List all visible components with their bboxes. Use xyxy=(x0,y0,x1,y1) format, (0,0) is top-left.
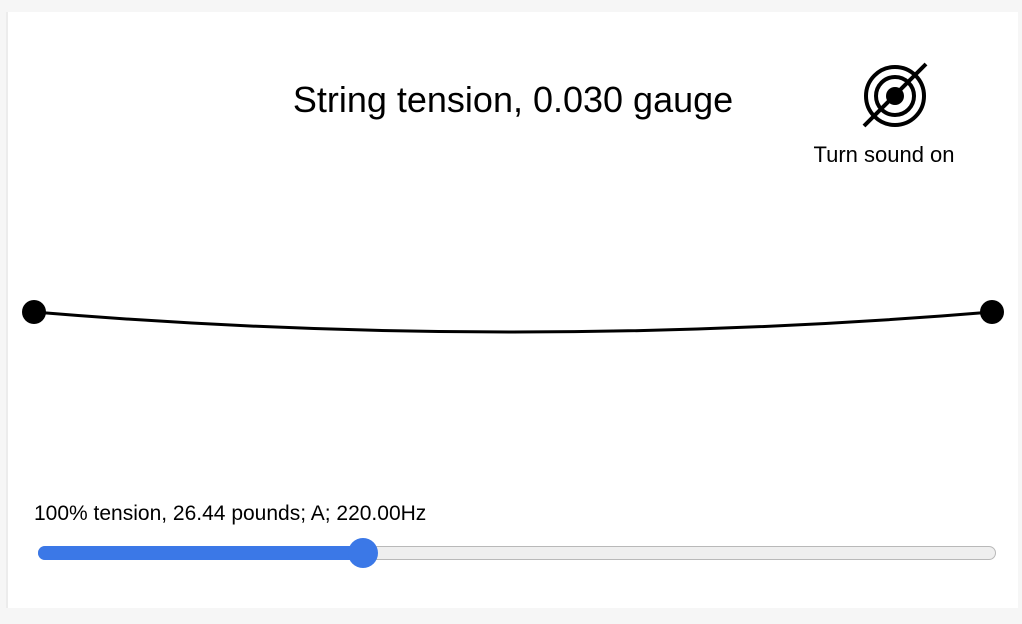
right-string-anchor xyxy=(980,300,1004,324)
left-string-anchor xyxy=(22,300,46,324)
page-title: String tension, 0.030 gauge xyxy=(292,79,734,120)
tension-slider[interactable] xyxy=(38,538,996,568)
slider-thumb[interactable] xyxy=(348,538,378,568)
sound-toggle-button[interactable]: Turn sound on xyxy=(806,60,962,170)
slider-fill xyxy=(38,546,363,560)
tension-readout: 100% tension, 26.44 pounds; A; 220.00Hz xyxy=(34,502,427,525)
vibrating-string xyxy=(33,310,993,334)
sound-off-icon xyxy=(862,62,928,128)
app-panel: String tension, 0.030 gauge Turn sound o… xyxy=(6,12,1018,608)
sound-toggle-label: Turn sound on xyxy=(813,142,955,167)
string-visualization xyxy=(22,300,1004,334)
